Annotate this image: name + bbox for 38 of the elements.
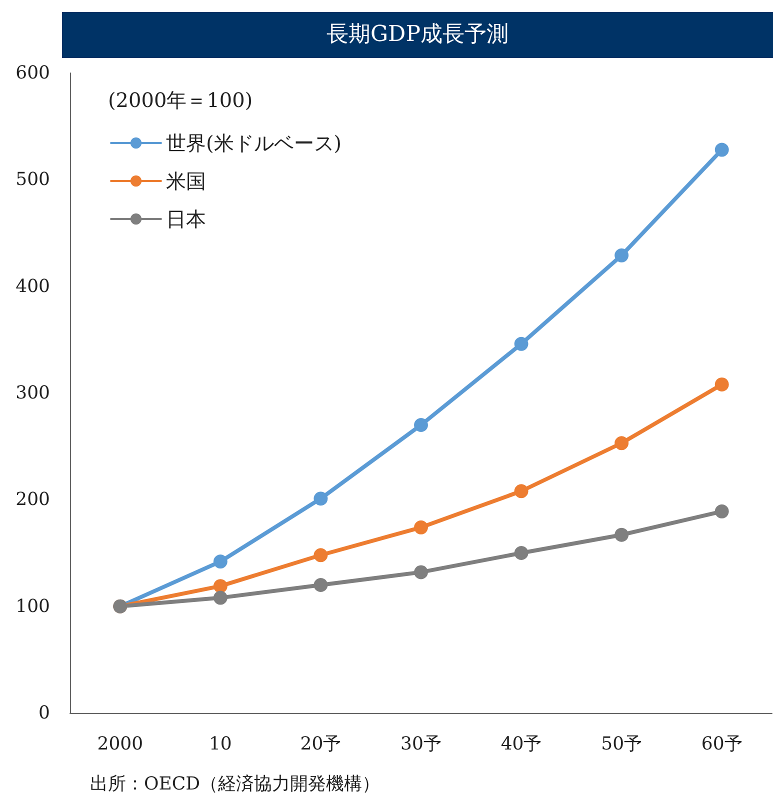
point — [514, 336, 528, 351]
y-tick-label: 100 — [16, 596, 50, 617]
chart-title: 長期GDP成長予測 — [62, 12, 773, 58]
point — [614, 436, 629, 450]
point — [514, 546, 528, 560]
point — [614, 248, 629, 262]
y-tick-label: 200 — [16, 489, 50, 510]
point — [213, 590, 228, 605]
x-tick-label: 2000 — [97, 734, 144, 754]
y-axis-title: (2000年＝100) — [108, 88, 253, 112]
y-tick-label: 0 — [38, 702, 50, 724]
x-tick-label: 30予 — [400, 734, 442, 754]
point — [714, 142, 729, 157]
point — [213, 579, 228, 594]
text: 出所：OECD（経済協力開発機構） — [90, 774, 380, 794]
point — [213, 554, 228, 569]
x-tick-label: 20予 — [300, 734, 342, 754]
y-tick-label: 500 — [16, 169, 50, 190]
x-tick-label: 60予 — [701, 734, 742, 754]
point — [314, 548, 328, 562]
x-tick-label: 50予 — [601, 734, 642, 754]
legend-label: 日本 — [166, 207, 206, 231]
point — [714, 504, 729, 518]
x-tick-label: 10 — [208, 734, 232, 754]
point — [414, 565, 428, 580]
point — [514, 484, 528, 498]
legend-label: 世界(米ドルベース) — [166, 131, 342, 155]
y-tick-label: 600 — [16, 62, 50, 84]
x-tick-label: 40予 — [500, 734, 542, 754]
legend-label: 米国 — [166, 169, 206, 193]
y-tick-label: 400 — [16, 276, 50, 297]
point — [714, 377, 729, 392]
point — [614, 528, 629, 542]
point — [414, 418, 428, 432]
point — [314, 492, 328, 506]
point — [414, 520, 428, 534]
y-tick-label: 300 — [16, 382, 50, 404]
point — [314, 578, 328, 592]
